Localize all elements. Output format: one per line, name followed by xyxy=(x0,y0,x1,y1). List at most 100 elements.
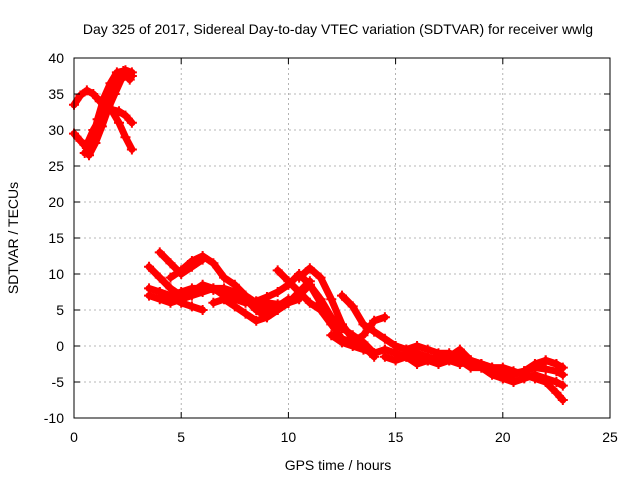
x-tick-label: 20 xyxy=(495,429,511,445)
data-point xyxy=(99,92,110,103)
data-point xyxy=(186,301,197,312)
data-point xyxy=(326,330,337,341)
data-point xyxy=(219,294,230,305)
data-point xyxy=(476,359,487,369)
data-point xyxy=(154,287,165,297)
chart-title: Day 325 of 2017, Sidereal Day-to-day VTE… xyxy=(83,21,593,37)
data-point xyxy=(551,377,562,387)
y-tick-label: -10 xyxy=(44,410,64,426)
data-point xyxy=(529,369,540,380)
data-point xyxy=(144,290,155,301)
y-tick-label: 5 xyxy=(56,302,64,318)
data-point xyxy=(120,132,131,143)
data-point xyxy=(294,290,305,301)
data-point xyxy=(347,341,358,351)
data-point xyxy=(283,276,294,287)
data-point xyxy=(551,359,562,369)
data-point xyxy=(75,90,86,101)
data-point xyxy=(390,355,401,366)
data-point xyxy=(294,272,305,283)
data-point xyxy=(219,272,230,283)
x-tick-label: 10 xyxy=(281,429,297,445)
data-point xyxy=(81,139,92,150)
data-point xyxy=(315,294,326,305)
data-point xyxy=(251,315,262,326)
data-point xyxy=(75,135,86,146)
data-point xyxy=(90,137,101,148)
series-arc-u xyxy=(402,346,567,390)
data-point xyxy=(186,256,197,267)
series-arc-e xyxy=(85,68,136,159)
data-point xyxy=(261,312,272,323)
data-point xyxy=(540,373,551,384)
data-point xyxy=(304,263,315,274)
data-point xyxy=(114,117,125,128)
data-point xyxy=(229,301,240,312)
data-point xyxy=(557,362,568,373)
data-point xyxy=(84,150,95,161)
data-point xyxy=(379,351,390,362)
data-point xyxy=(358,319,369,330)
data-point xyxy=(422,355,433,366)
series-group xyxy=(69,65,568,405)
data-point xyxy=(465,355,476,366)
data-point xyxy=(433,355,444,366)
data-point xyxy=(369,326,380,337)
data-point xyxy=(126,144,137,155)
data-point xyxy=(176,297,187,308)
data-point xyxy=(208,258,219,269)
data-point xyxy=(508,369,519,380)
data-point xyxy=(105,78,116,89)
y-tick-label: -5 xyxy=(52,374,65,390)
data-point xyxy=(497,366,508,377)
data-point xyxy=(88,125,99,135)
data-point xyxy=(126,117,137,128)
data-point xyxy=(412,351,423,362)
data-point xyxy=(540,355,551,366)
data-point xyxy=(176,265,187,276)
y-tick-label: 15 xyxy=(48,230,64,246)
data-point xyxy=(240,308,251,319)
data-point xyxy=(219,283,230,294)
data-point xyxy=(197,251,208,261)
y-tick-label: 40 xyxy=(48,50,64,66)
data-point xyxy=(154,247,165,258)
data-point xyxy=(315,272,326,283)
data-point xyxy=(197,305,208,315)
data-point xyxy=(96,121,107,132)
data-point xyxy=(208,297,219,308)
data-point xyxy=(337,290,347,301)
data-point xyxy=(126,71,137,81)
data-point xyxy=(337,319,347,330)
y-tick-label: 35 xyxy=(48,86,64,102)
data-point xyxy=(519,366,530,377)
data-point xyxy=(81,85,92,96)
data-point xyxy=(116,74,127,85)
data-point xyxy=(454,348,465,359)
data-point xyxy=(487,362,498,373)
data-point xyxy=(186,290,197,301)
data-point xyxy=(229,279,240,290)
data-point xyxy=(347,301,358,312)
data-point xyxy=(551,387,562,398)
data-point xyxy=(379,333,390,344)
data-point xyxy=(369,348,380,359)
data-point xyxy=(337,337,347,348)
data-point xyxy=(557,395,568,405)
data-point xyxy=(529,359,540,369)
data-point xyxy=(120,110,131,121)
data-point xyxy=(304,279,315,290)
data-point xyxy=(272,305,283,315)
y-axis-label: SDTVAR / TECUs xyxy=(5,182,21,294)
data-point xyxy=(103,103,114,114)
data-point xyxy=(379,312,390,323)
data-point xyxy=(412,341,423,351)
data-point xyxy=(272,287,283,297)
data-point xyxy=(304,297,315,308)
data-point xyxy=(283,297,294,308)
tick-group: 0 5 10 15 20 25 -10 -5 0 5 10 15 20 25 30 35 40 xyxy=(44,50,618,445)
x-tick-label: 5 xyxy=(177,429,185,445)
y-tick-label: 30 xyxy=(48,122,64,138)
y-tick-label: 10 xyxy=(48,266,64,282)
